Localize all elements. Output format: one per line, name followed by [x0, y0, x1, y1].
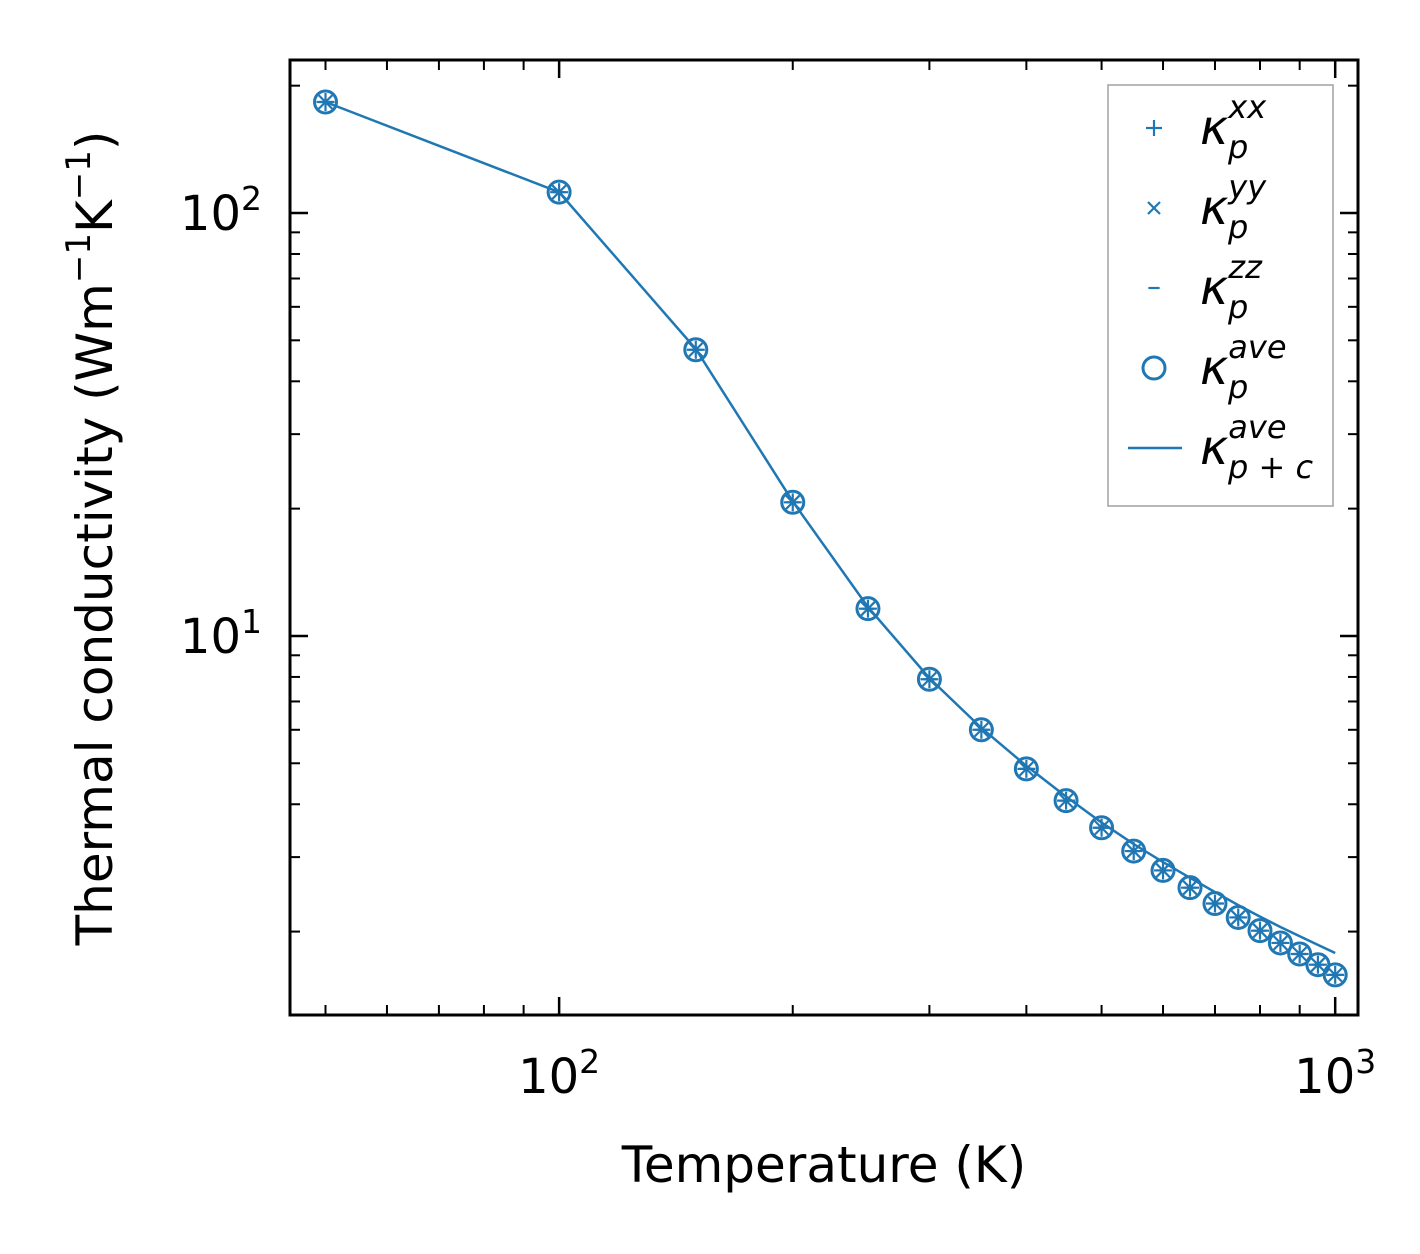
- legend-label-sub: p: [1227, 288, 1248, 326]
- marker-kave: [1121, 838, 1147, 864]
- legend-label-sup: zz: [1227, 248, 1263, 286]
- legend-box: [1107, 84, 1334, 507]
- y-axis-label-sup1: −1: [59, 233, 99, 283]
- marker-kave: [1267, 930, 1293, 956]
- y-tick-label-base: 10: [180, 609, 241, 665]
- legend-marker-kxx: [1146, 120, 1162, 136]
- legend-marker-kyy: [1147, 201, 1161, 215]
- legend-marker-kave: [1141, 355, 1167, 381]
- legend-label-sub: p: [1227, 368, 1248, 406]
- x-tick-labels: 102 103: [518, 1042, 1376, 1105]
- y-axis-label-main: Thermal conductivity (Wm: [66, 283, 124, 946]
- marker-kave: [1089, 815, 1115, 841]
- legend-label-sub: p: [1227, 128, 1248, 166]
- legend-item-kxx: κxx p: [1146, 88, 1267, 166]
- y-tick-label-base: 10: [180, 186, 241, 242]
- y-tick-label-exp: 1: [241, 602, 262, 641]
- marker-kave: [683, 337, 709, 363]
- x-tick-label-base: 10: [518, 1049, 579, 1105]
- marker-kave: [1177, 875, 1203, 901]
- marker-kave: [1322, 962, 1348, 988]
- x-tick-label-exp: 3: [1355, 1042, 1376, 1081]
- marker-kave: [780, 489, 806, 515]
- marker-kave: [1053, 788, 1079, 814]
- marker-kave: [1225, 904, 1251, 930]
- marker-kave: [1202, 891, 1228, 917]
- series-line-kave-pc: [325, 100, 1336, 955]
- legend-item-kave_pc: κave p + c: [1128, 408, 1313, 486]
- legend-label: κave p: [1200, 328, 1287, 406]
- marker-kave: [916, 666, 942, 692]
- x-axis-label: Temperature (K): [621, 1136, 1026, 1194]
- legend-label: κxx p: [1200, 88, 1267, 166]
- marker-kave: [1247, 918, 1273, 944]
- legend-label-sub: p: [1227, 208, 1248, 246]
- legend-item-kave: κave p: [1141, 328, 1287, 406]
- x-tick-label: 103: [1294, 1042, 1376, 1105]
- x-tick-label-base: 10: [1294, 1049, 1355, 1105]
- y-axis-label-sup2: −1: [59, 150, 99, 200]
- ticks-layer: [290, 60, 1358, 1015]
- x-tick-label: 102: [518, 1042, 600, 1105]
- marker-kave: [313, 89, 339, 115]
- legend-label-sup: ave: [1228, 328, 1286, 366]
- legend-label-sub: p + c: [1227, 448, 1313, 486]
- y-tick-label: 101: [180, 602, 262, 665]
- legend-label-sup: xx: [1227, 88, 1267, 126]
- y-tick-label: 102: [180, 179, 262, 242]
- legend-item-kzz: κzz p: [1148, 248, 1263, 326]
- legend-label: κzz p: [1200, 248, 1263, 326]
- y-tick-label-exp: 2: [241, 179, 262, 218]
- legend-label-sup: ave: [1228, 408, 1286, 446]
- marker-kave: [1013, 756, 1039, 782]
- legend-label: κave p + c: [1200, 408, 1313, 486]
- legend-label: κyy p: [1200, 168, 1267, 246]
- marker-kave: [1287, 941, 1313, 967]
- marker-kave: [546, 179, 572, 205]
- y-axis-label: Thermal conductivity (Wm−1K−1): [59, 131, 124, 947]
- y-axis-label-close: ): [66, 131, 124, 151]
- marker-kave: [1150, 857, 1176, 883]
- legend-item-kyy: κyy p: [1147, 168, 1267, 246]
- y-axis-label-k: K: [66, 199, 124, 233]
- legend-label-sup: yy: [1227, 168, 1267, 206]
- plot-frame: [288, 58, 1360, 1017]
- marker-kave: [968, 717, 994, 743]
- x-tick-label-exp: 2: [579, 1042, 600, 1081]
- data-layer: [313, 89, 1348, 988]
- marker-kave: [855, 596, 881, 622]
